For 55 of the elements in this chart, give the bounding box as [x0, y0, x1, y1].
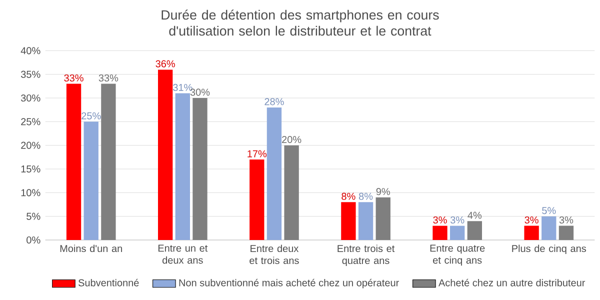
x-tick-label: Moins d'un an	[60, 244, 122, 252]
bar	[175, 93, 190, 240]
data-label: 30%	[190, 88, 210, 96]
data-label: 28%	[264, 98, 284, 106]
bar	[341, 202, 356, 240]
y-tick-label: 35%	[20, 70, 40, 78]
y-tick-label: 10%	[21, 189, 40, 196]
data-label: 3%	[524, 216, 538, 224]
y-tick-label: 5%	[26, 212, 40, 220]
y-tick-label: 20%	[21, 142, 40, 149]
bar	[524, 226, 539, 240]
data-label: 5%	[542, 207, 556, 214]
bar	[432, 226, 448, 240]
x-tick-label: Plus de cinq ans	[512, 244, 586, 254]
data-label: 20%	[282, 136, 302, 144]
chart-title: Durée de détention des smartphones en cours d'utilisation selon le distributeur et le contrat	[162, 10, 439, 36]
data-label: 3%	[450, 216, 464, 224]
bar	[558, 226, 574, 240]
data-label: 31%	[173, 84, 192, 92]
bar	[450, 226, 465, 240]
x-tick-label: Entre un et deux ans	[158, 244, 208, 264]
data-label: 8%	[342, 192, 356, 200]
bar	[542, 216, 556, 240]
bar	[250, 160, 264, 240]
bar	[284, 145, 299, 240]
bar	[101, 84, 116, 240]
data-label: 33%	[98, 74, 118, 82]
bar	[66, 84, 82, 240]
x-tick-label: Entre trois et quatre ans	[338, 244, 395, 266]
bar	[158, 70, 173, 240]
bar	[467, 221, 482, 240]
bar	[358, 202, 374, 240]
legend-label: Acheté chez un autre distributeur	[438, 278, 586, 286]
y-tick-label: 30%	[20, 94, 40, 102]
legend-label: Subventionné	[78, 278, 139, 286]
data-label: 4%	[468, 212, 482, 219]
bar	[376, 197, 390, 240]
data-label: 25%	[82, 112, 101, 120]
legend-label: Non subventionné mais acheté chez un opérateur	[179, 278, 399, 288]
x-tick-label: Entre quatre et cinq ans	[430, 244, 485, 266]
data-label: 36%	[156, 60, 175, 68]
x-tick-label: Entre deux et trois ans	[250, 244, 299, 264]
y-tick-label: 15%	[21, 165, 40, 173]
bar	[266, 107, 282, 240]
data-label: 8%	[358, 192, 373, 200]
data-label: 33%	[64, 74, 84, 82]
data-label: 3%	[559, 216, 574, 224]
y-tick-label: 25%	[21, 118, 40, 126]
bar	[84, 122, 98, 240]
bar	[192, 98, 208, 240]
y-tick-label: 40%	[20, 47, 40, 54]
data-label: 17%	[248, 150, 267, 158]
y-tick-label: 0%	[26, 236, 40, 244]
data-label: 9%	[376, 188, 390, 196]
data-label: 3%	[433, 216, 447, 224]
